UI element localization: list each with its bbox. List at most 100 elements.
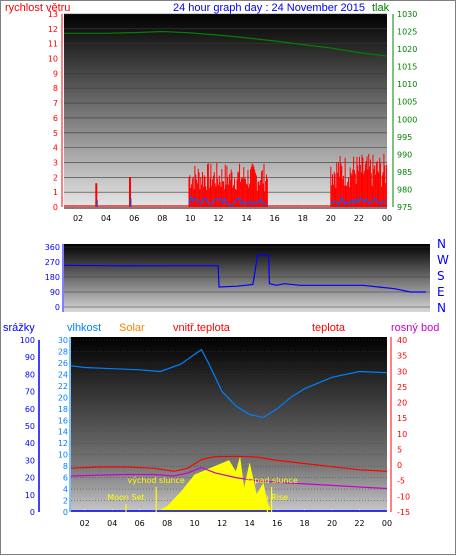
humidity-tick-label: 10	[58, 451, 68, 460]
pressure-line	[64, 30, 388, 57]
humidity-tick-label: 26	[58, 359, 68, 368]
time-tick-label: 06	[129, 214, 139, 223]
compass-label-w: W	[437, 253, 449, 267]
time-tick-label: 08	[157, 214, 167, 223]
compass-label-n: N	[437, 237, 446, 251]
rain-tick-label: 20	[25, 474, 35, 483]
humidity-tick-label: 0	[63, 508, 68, 517]
rain-tick-label: 10	[25, 491, 35, 500]
wind-tick-label: 3	[53, 158, 58, 167]
direction-tick-label: 90	[50, 288, 60, 297]
wind-tick-label: 4	[53, 144, 58, 153]
time-tick-label: 12	[213, 214, 223, 223]
wind-tick-label: 9	[53, 69, 58, 78]
time-tick-label: 12	[217, 519, 227, 528]
pressure-tick-label: 985	[397, 168, 412, 177]
time-tick-label: 02	[73, 214, 83, 223]
temperature-tick-label: -10	[397, 492, 410, 501]
wind-direction-series	[63, 254, 426, 293]
humidity-tick-label: 12	[58, 439, 68, 448]
indoor-temp-label: vnitř.teplota	[173, 322, 231, 334]
wind-avg-line	[330, 196, 386, 206]
time-tick-label: 10	[190, 519, 200, 528]
rain-tick-label: 60	[25, 405, 35, 414]
wind-tick-label: 0	[53, 203, 58, 212]
dew-point-label: rosný bod	[391, 322, 439, 334]
solar-label: Solar	[119, 322, 145, 334]
time-tick-label: 22	[354, 214, 364, 223]
humidity-tick-label: 22	[58, 382, 68, 391]
wind-speed-series	[64, 153, 387, 207]
pressure-tick-label: 975	[397, 203, 412, 212]
humidity-axis-label: vlhkost	[67, 322, 101, 334]
wind-tick-label: 5	[53, 129, 58, 138]
rain-tick-label: 70	[25, 388, 35, 397]
annotation-label: Moon Rise	[247, 493, 288, 502]
wind-tick-label: 13	[48, 10, 58, 19]
pressure-tick-label: 1030	[397, 10, 417, 19]
temperature-tick-label: 35	[397, 352, 407, 361]
rain-tick-label: 80	[25, 370, 35, 379]
temperature-tick-label: 5	[397, 445, 402, 454]
temperature-tick-label: 20	[397, 399, 407, 408]
rain-tick-label: 90	[25, 353, 35, 362]
time-tick-label: 04	[101, 214, 111, 223]
time-axis-bottom: 02 04 06 08 10 12 14 16 18 20 22 00	[80, 519, 392, 528]
sun-moon-annotations: východ slunce západ slunce Moon Set Moon Ri…	[107, 476, 298, 512]
temperature-axis-label: teplota	[312, 322, 346, 334]
humidity-tick-label: 18	[58, 405, 68, 414]
time-tick-label: 18	[299, 519, 309, 528]
wind-tick-label: 7	[53, 99, 58, 108]
annotation-label: západ slunce	[245, 476, 298, 485]
temperature-tick-label: 25	[397, 383, 407, 392]
temperature-tick-label: -15	[397, 508, 410, 517]
temperature-tick-label: 40	[397, 336, 407, 345]
pressure-axis-label: tlak	[372, 2, 390, 14]
time-tick-label: 14	[241, 214, 251, 223]
wind-tick-label: 12	[48, 25, 58, 34]
time-tick-label: 20	[327, 519, 337, 528]
wind-tick-label: 11	[48, 40, 58, 49]
direction-tick-label: 360	[45, 243, 60, 252]
wind-direction-plot-area	[64, 244, 430, 312]
humidity-tick-label: 4	[63, 485, 68, 494]
time-tick-label: 16	[272, 519, 282, 528]
temperature-axis: -15 -10 -5 0 5 10 15 20 25 30 35 40	[390, 336, 410, 517]
wind-direction-grid	[64, 246, 430, 308]
time-tick-label: 14	[245, 519, 255, 528]
direction-tick-label: 0	[55, 303, 60, 312]
humidity-tick-label: 8	[63, 462, 68, 471]
annotation-label: východ slunce	[128, 476, 185, 485]
pressure-tick-label: 1020	[397, 45, 417, 54]
time-tick-label: 16	[270, 214, 280, 223]
temperature-tick-label: 0	[397, 461, 402, 470]
rain-tick-label: 40	[25, 439, 35, 448]
pressure-series	[64, 30, 388, 57]
rain-tick-label: 50	[25, 422, 35, 431]
humidity-line	[70, 348, 388, 419]
wind-direction-line	[63, 254, 426, 293]
pressure-tick-label: 995	[397, 133, 412, 142]
chart-title: 24 hour graph day : 24 November 2015	[173, 2, 365, 14]
pressure-tick-label: 1005	[397, 98, 417, 107]
humidity-tick-label: 2	[63, 497, 68, 506]
temperature-tick-label: 30	[397, 367, 407, 376]
rain-tick-label: 0	[30, 508, 35, 517]
temperature-line	[70, 455, 388, 472]
compass-label-e: E	[437, 285, 445, 299]
time-tick-label: 08	[162, 519, 172, 528]
rain-tick-label: 100	[20, 336, 35, 345]
rain-axis-label: srážky	[3, 322, 35, 334]
wind-direction-axis: 0 90 180 270 360	[45, 243, 64, 312]
dew-point-line	[70, 466, 388, 490]
wind-tick-label: 1	[53, 188, 58, 197]
humidity-tick-label: 14	[58, 428, 68, 437]
time-tick-label: 06	[135, 519, 145, 528]
time-tick-label: 18	[298, 214, 308, 223]
temperature-tick-label: 10	[397, 430, 407, 439]
